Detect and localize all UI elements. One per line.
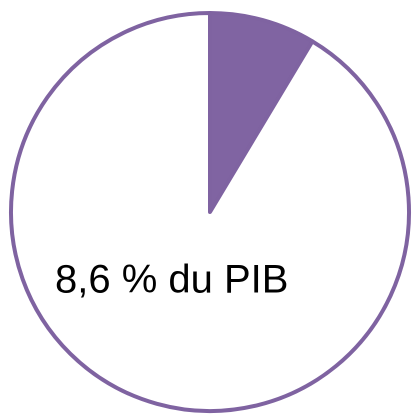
pie: [9, 11, 411, 413]
pie-slice: [208, 11, 315, 214]
pie-slice: [9, 11, 411, 413]
slice-label: 8,6 % du PIB: [55, 258, 288, 302]
